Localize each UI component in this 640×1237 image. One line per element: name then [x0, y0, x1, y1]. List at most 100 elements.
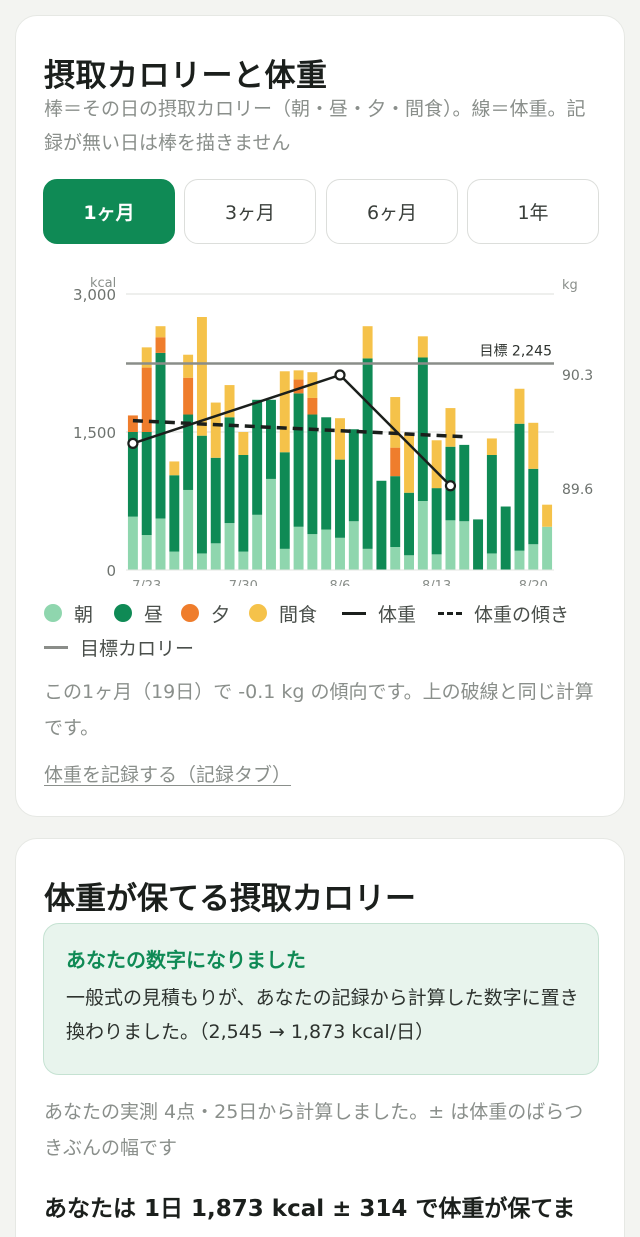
tab-3-months[interactable]: 3ヶ月 — [184, 179, 316, 244]
bar-snack — [238, 432, 249, 455]
right-axis-unit: kg — [562, 278, 578, 293]
bar-breakfast — [127, 516, 138, 570]
bar-lunch — [486, 455, 497, 554]
bar-snack — [390, 397, 401, 448]
bar-snack — [542, 504, 553, 527]
bar-breakfast — [404, 555, 415, 570]
legend-snack-label: 間食 — [279, 603, 318, 626]
bar-snack — [431, 440, 442, 489]
bar-breakfast — [486, 553, 497, 570]
bar-dinner — [183, 377, 194, 415]
trend-summary: この1ヶ月（19日）で -0.1 kg の傾向です。上の破線と同じ計算です。 — [44, 681, 594, 739]
bar-breakfast — [293, 526, 304, 570]
bar-lunch — [473, 519, 484, 570]
maintenance-calorie-card: 体重が保てる摂取カロリー あなたの数字になりました 一般式の見積もりが、あなたの… — [15, 838, 625, 1237]
bar-lunch — [196, 435, 207, 554]
left-axis-tick: 0 — [106, 562, 116, 580]
legend-weight-label: 体重 — [378, 603, 417, 626]
bar-breakfast — [196, 553, 207, 570]
legend-dinner-label: 夕 — [211, 603, 231, 626]
bar-breakfast — [279, 548, 290, 570]
bar-snack — [362, 326, 373, 359]
left-axis-tick: 3,000 — [73, 286, 116, 304]
bar-lunch — [155, 352, 166, 519]
bar-lunch — [514, 423, 525, 551]
record-weight-link[interactable]: 体重を記録する（記録タブ） — [44, 764, 292, 786]
x-axis-tick: 8/6 — [330, 579, 351, 586]
bar-snack — [528, 422, 539, 469]
bar-breakfast — [390, 547, 401, 570]
bar-snack — [335, 418, 345, 460]
intake-weight-card: 摂取カロリーと体重 棒＝その日の摂取カロリー（朝・昼・夕・間食）。線＝体重。記録… — [15, 15, 625, 817]
weight-line-icon — [342, 611, 366, 615]
left-axis-unit: kcal — [90, 276, 116, 291]
legend-target-label: 目標カロリー — [80, 637, 195, 660]
bar-breakfast — [445, 520, 456, 570]
bar-snack — [224, 385, 235, 418]
weight-point — [127, 437, 139, 449]
bar-breakfast — [141, 535, 152, 570]
card-description: 棒＝その日の摂取カロリー（朝・昼・夕・間食）。線＝体重。記録が無い日は棒を描きま… — [44, 98, 586, 154]
tab-1-month[interactable]: 1ヶ月 — [43, 179, 175, 244]
bar-lunch — [431, 488, 442, 555]
weight-line — [132, 373, 452, 487]
legend-trend-label: 体重の傾き — [474, 603, 570, 626]
bar-lunch — [321, 417, 332, 530]
legend-lunch-label: 昼 — [144, 603, 164, 626]
x-axis-tick: 8/20 — [519, 579, 548, 586]
dinner-swatch-icon — [181, 604, 199, 622]
bar-breakfast — [542, 526, 553, 570]
bar-lunch — [390, 476, 401, 547]
target-line-icon — [44, 645, 68, 649]
bar-lunch — [141, 432, 152, 536]
bar-snack — [486, 438, 497, 455]
bar-lunch — [500, 506, 511, 570]
tab-1-year[interactable]: 1年 — [467, 179, 599, 244]
bar-lunch — [293, 393, 304, 527]
bar-lunch — [404, 492, 415, 556]
personalized-notice: あなたの数字になりました 一般式の見積もりが、あなたの記録から計算した数字に置き… — [43, 923, 599, 1075]
bar-snack — [169, 461, 180, 476]
bar-lunch — [335, 459, 345, 538]
bar-lunch — [376, 480, 387, 570]
notice-body: 一般式の見積もりが、あなたの記録から計算した数字に置き換わりました。（2,545… — [66, 987, 579, 1043]
bar-dinner — [390, 447, 401, 477]
bar-lunch — [127, 432, 138, 517]
bar-snack — [279, 371, 290, 453]
bar-breakfast — [459, 521, 470, 570]
bar-snack — [293, 370, 304, 380]
weight-point — [444, 480, 457, 492]
bar-breakfast — [210, 543, 221, 570]
weight-trend-line — [132, 418, 468, 439]
notice-title: あなたの数字になりました — [66, 948, 306, 972]
legend-breakfast: 朝 — [44, 600, 93, 626]
bar-snack — [210, 402, 221, 458]
bar-lunch — [417, 357, 428, 501]
bar-snack — [155, 326, 166, 338]
legend-snack: 間食 — [249, 600, 317, 626]
weight-point — [334, 369, 346, 381]
bar-lunch — [307, 414, 318, 535]
bar-snack — [514, 388, 525, 424]
bar-lunch — [279, 452, 290, 549]
snack-swatch-icon — [249, 604, 267, 622]
bar-breakfast — [307, 534, 318, 570]
bar-breakfast — [362, 548, 373, 570]
bar-breakfast — [348, 521, 359, 570]
bar-lunch — [252, 399, 263, 515]
bar-lunch — [459, 444, 470, 522]
bar-dinner — [155, 337, 166, 353]
bar-lunch — [528, 468, 539, 545]
x-axis-tick: 8/13 — [422, 579, 451, 586]
left-axis-tick: 1,500 — [73, 424, 116, 442]
bar-breakfast — [155, 518, 166, 570]
bar-lunch — [169, 475, 180, 552]
legend-lunch: 昼 — [114, 600, 163, 626]
right-axis-tick: 89.6 — [562, 482, 593, 498]
tab-6-months[interactable]: 6ヶ月 — [326, 179, 458, 244]
period-tabs: 1ヶ月 3ヶ月 6ヶ月 1年 — [43, 179, 599, 244]
target-label: 目標 2,245 — [479, 343, 552, 359]
legend-target: 目標カロリー — [44, 634, 194, 660]
bar-lunch — [224, 417, 235, 524]
